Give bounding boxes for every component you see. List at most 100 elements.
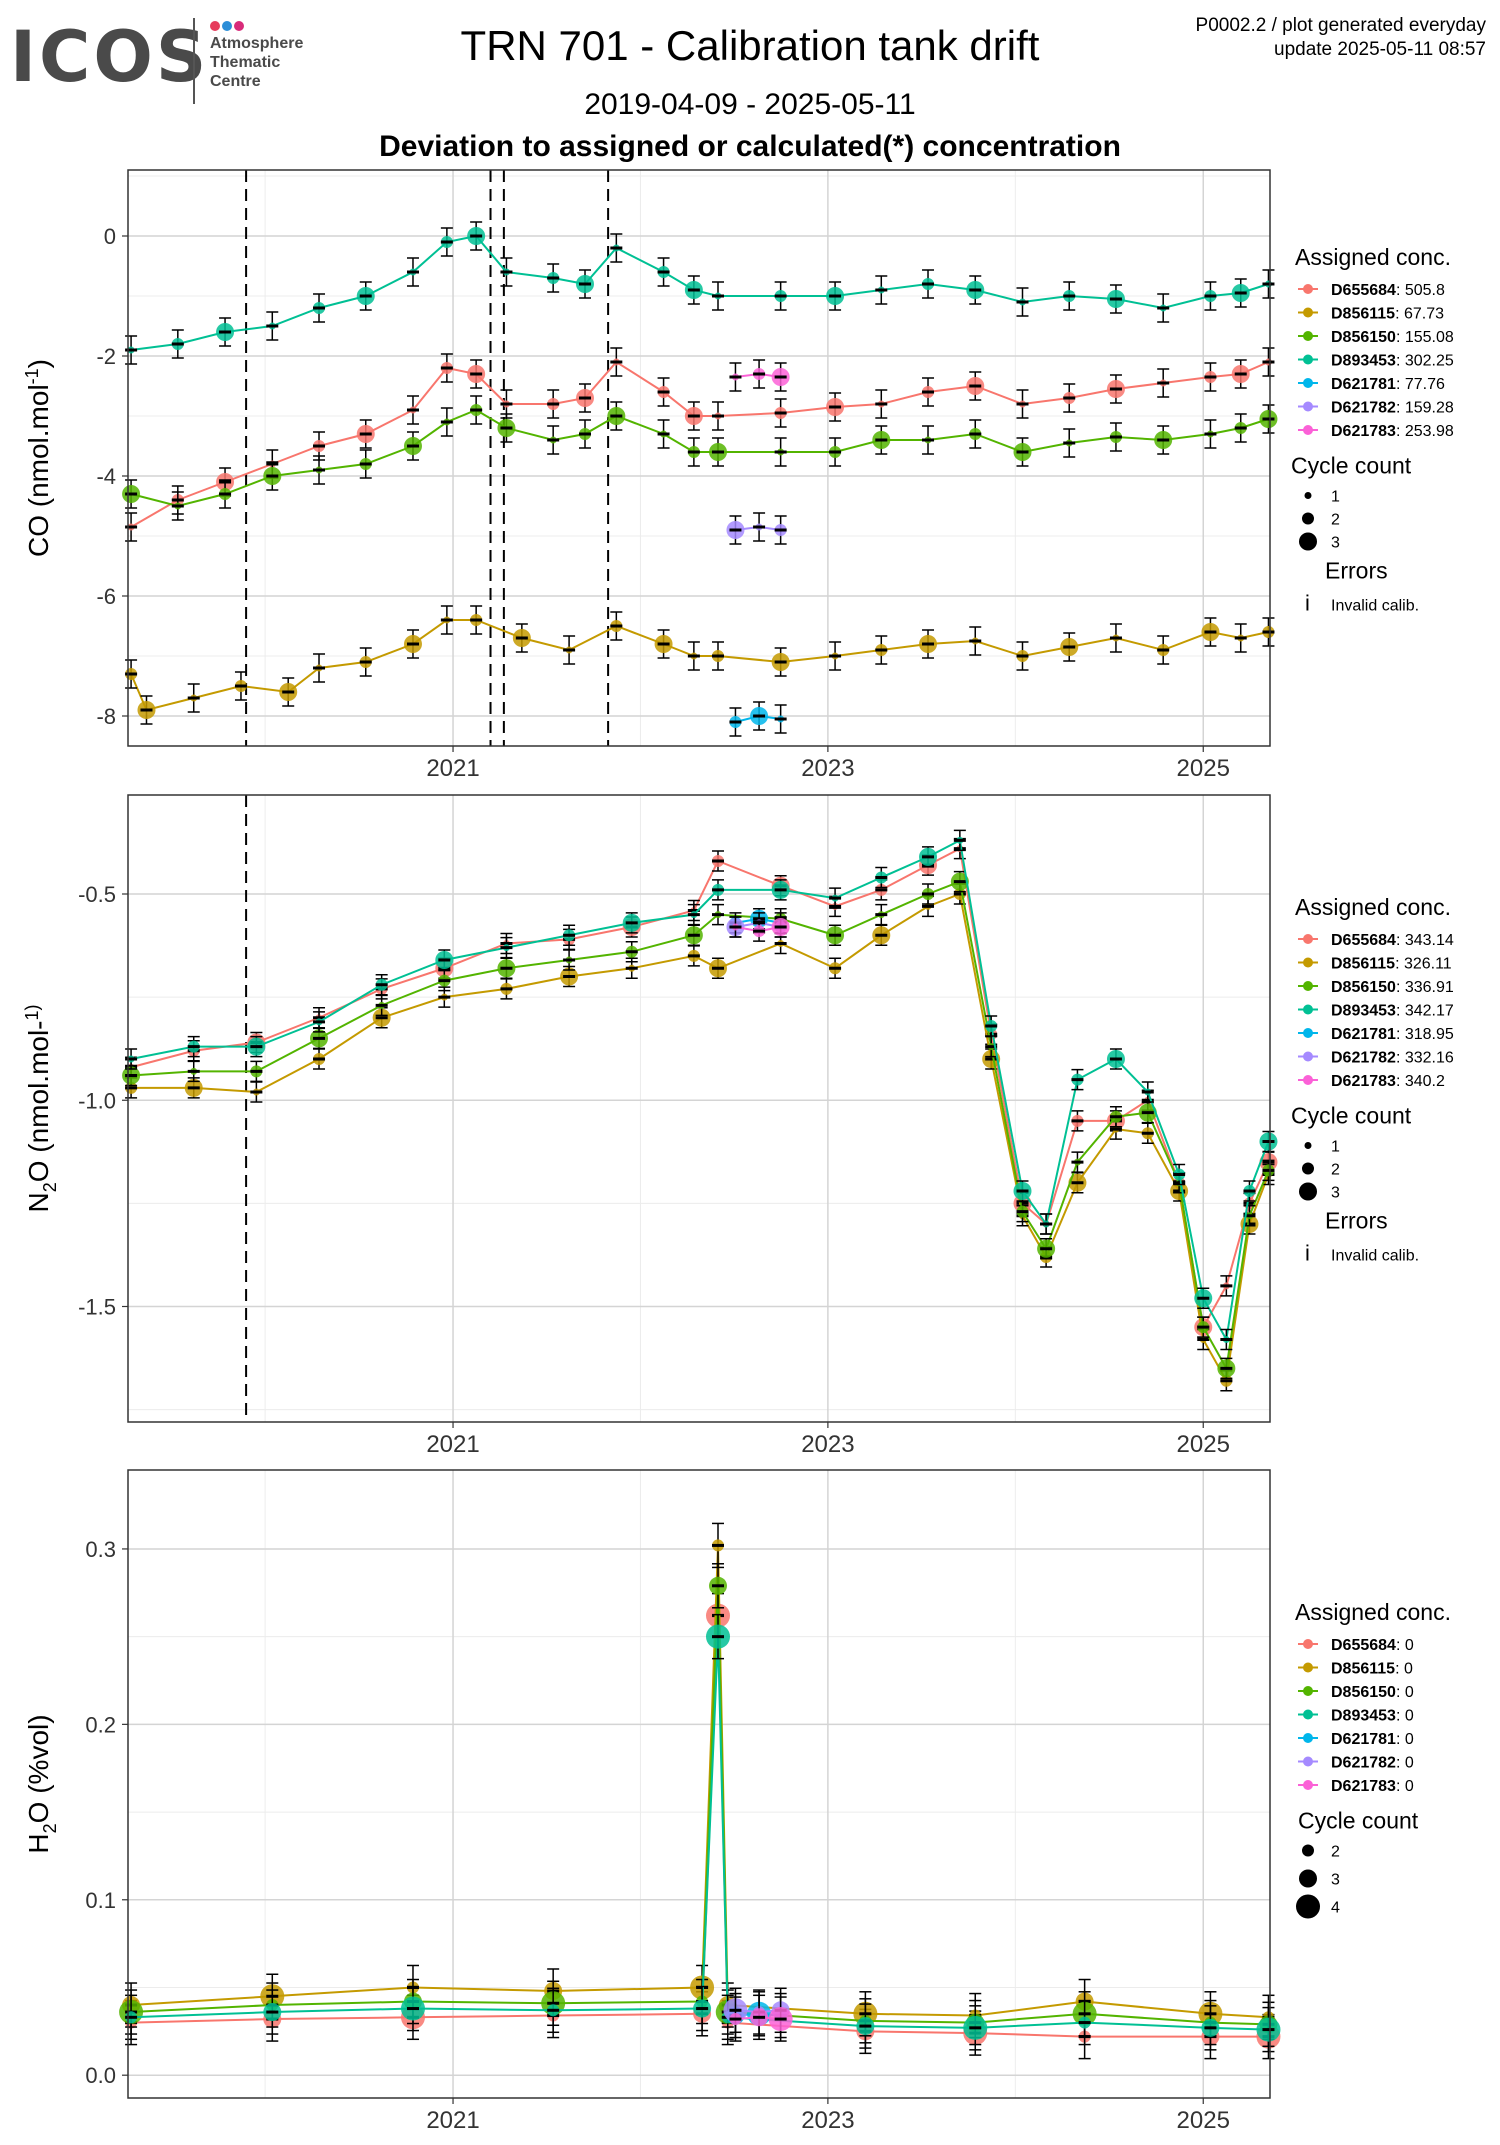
- legend-entry-value: : 336.91: [1396, 979, 1454, 996]
- legend-size-label: 2: [1331, 512, 1340, 529]
- panel-border: [127, 169, 1271, 747]
- legend-entry-name: D856150: [1331, 979, 1396, 996]
- legend-size-key: [1304, 1142, 1312, 1149]
- legend-size-label: 2: [1331, 1162, 1340, 1179]
- series-line: [131, 1636, 1269, 2031]
- legend-entry: D893453: 342.17: [1331, 1003, 1454, 1020]
- legend-key-point: [1303, 1004, 1313, 1015]
- y-tick-label: -4: [96, 464, 116, 489]
- legend-entry-name: D893453: [1331, 353, 1396, 370]
- legend-entry-value: : 302.25: [1396, 353, 1454, 370]
- legend-entry-name: D893453: [1331, 1708, 1396, 1725]
- legend-entry: D655684: 0: [1331, 1637, 1414, 1654]
- legend-entry-value: : 159.28: [1396, 400, 1454, 417]
- y-tick-label: 0: [104, 224, 116, 249]
- legend-key-point: [1303, 1709, 1313, 1720]
- y-axis-label-part: ): [23, 359, 54, 368]
- legend-size-label: 2: [1331, 1844, 1340, 1861]
- x-tick-label: 2025: [1177, 2107, 1230, 2134]
- y-axis-label-sub: 2: [40, 1823, 60, 1833]
- legend-entry-value: : 67.73: [1395, 306, 1444, 323]
- legend-title: Assigned conc.: [1295, 1599, 1451, 1625]
- y-axis-label-sub: 2: [40, 1182, 60, 1192]
- chart-panel-h2o: 0.0 0.1 0.2 0.3 2021 2023 2025 H2O (%vol): [23, 1469, 1281, 2134]
- legend-entry: D621782: 159.28: [1331, 400, 1454, 417]
- legend-entry: D621783: 340.2: [1331, 1073, 1445, 1090]
- series-line: [130, 619, 1269, 712]
- legend-key-point: [1303, 1051, 1313, 1062]
- legend-key-point: [1303, 981, 1313, 991]
- legend-key-point: [1303, 307, 1313, 318]
- legend-key-point: [1303, 1662, 1313, 1673]
- y-tick-label: -6: [96, 584, 116, 609]
- x-tick-label: 2021: [426, 1431, 479, 1458]
- legend-entry-value: : 0: [1396, 1708, 1414, 1725]
- legend-entry-value: : 340.2: [1396, 1073, 1445, 1090]
- legend-entry-value: : 326.11: [1395, 956, 1452, 973]
- x-tick-label: 2021: [426, 2107, 479, 2134]
- y-tick-label: -2: [96, 344, 116, 369]
- y-axis-label-sup: 1): [22, 1004, 42, 1020]
- legend-entry-name: D621781: [1331, 1026, 1396, 1043]
- generation-line: update 2025-05-11 08:57: [1274, 39, 1486, 60]
- legend-entry-value: : 77.76: [1396, 376, 1445, 393]
- logo-text: ICOS: [10, 16, 210, 98]
- legend-entry: D621781: 0: [1331, 1731, 1414, 1748]
- legend-entry: D621781: 77.76: [1331, 376, 1445, 393]
- legend-entry: D856115: 0: [1331, 1661, 1413, 1678]
- y-axis-label-part: O (nmol.mol-: [23, 1020, 54, 1182]
- legend-entry: D621782: 0: [1331, 1755, 1414, 1772]
- y-axis-label: N2O (nmol.mol-1): [22, 1004, 60, 1212]
- legend-key-point: [1303, 425, 1313, 435]
- legend-key-point: [1303, 1686, 1313, 1696]
- legend-entry-name: D621782: [1331, 400, 1396, 417]
- legend-key-point: [1303, 284, 1313, 294]
- legend-size-label: 3: [1331, 1185, 1340, 1202]
- legend-key-point: [1303, 354, 1313, 365]
- legend-entry-name: D621783: [1331, 1778, 1396, 1795]
- legend-entry-value: : 0: [1396, 1755, 1414, 1772]
- logo-sub-line: Thematic: [210, 54, 281, 71]
- y-axis-label: CO (nmol.mol-1): [22, 359, 54, 557]
- legend-key-point: [1303, 1733, 1313, 1743]
- panel-border: [127, 1469, 1271, 2099]
- y-tick-label: -8: [96, 704, 116, 729]
- legend-entry: D856150: 155.08: [1331, 329, 1454, 346]
- legend-entry: D621783: 0: [1331, 1778, 1414, 1795]
- legend-size-key: [1304, 492, 1312, 499]
- legend-entry-name: D856115: [1331, 1661, 1395, 1678]
- legend-entry: D621781: 318.95: [1331, 1026, 1454, 1043]
- legend-title: Assigned conc.: [1295, 894, 1451, 920]
- legend-entry-name: D655684: [1331, 932, 1396, 949]
- y-axis-label-part: H: [23, 1833, 54, 1853]
- icos-logo: ICOS Atmosphere Thematic Centre: [10, 18, 340, 108]
- legend-entry-name: D856150: [1331, 329, 1396, 346]
- legend-title: Cycle count: [1298, 1808, 1419, 1834]
- legend-entry-name: D621782: [1331, 1755, 1396, 1772]
- legend-entry-name: D621782: [1331, 1050, 1396, 1067]
- legend-entry: D621783: 253.98: [1331, 423, 1454, 440]
- legend-entry: D856115: 67.73: [1331, 306, 1444, 323]
- legend-entry-name: D621783: [1331, 1073, 1396, 1090]
- legend-entry-name: D621781: [1331, 1731, 1396, 1748]
- legend-entry: D621782: 332.16: [1331, 1050, 1454, 1067]
- legend-entry: D856150: 336.91: [1331, 979, 1454, 996]
- panel-background: [128, 170, 1270, 746]
- legend-key-point: [1303, 331, 1313, 341]
- legend-size-label: 1: [1331, 489, 1340, 506]
- legend-key-point: [1303, 934, 1313, 944]
- y-tick-label: -0.5: [78, 882, 116, 907]
- legend-entry-name: D856150: [1331, 1684, 1396, 1701]
- legend-key-point: [1303, 1075, 1313, 1085]
- legend-key-point: [1303, 1639, 1313, 1649]
- generation-info: P0002.2 / plot generated everyday update…: [1196, 14, 1486, 62]
- legend-title: Cycle count: [1291, 1103, 1412, 1129]
- legend-size-key: [1299, 532, 1317, 551]
- logo-dots: [210, 18, 246, 36]
- legend-entry: D856150: 0: [1331, 1684, 1414, 1701]
- legend-size-key: [1302, 1162, 1314, 1175]
- y-tick-label: 0.3: [85, 1537, 116, 1562]
- legend-entry-name: D655684: [1331, 282, 1396, 299]
